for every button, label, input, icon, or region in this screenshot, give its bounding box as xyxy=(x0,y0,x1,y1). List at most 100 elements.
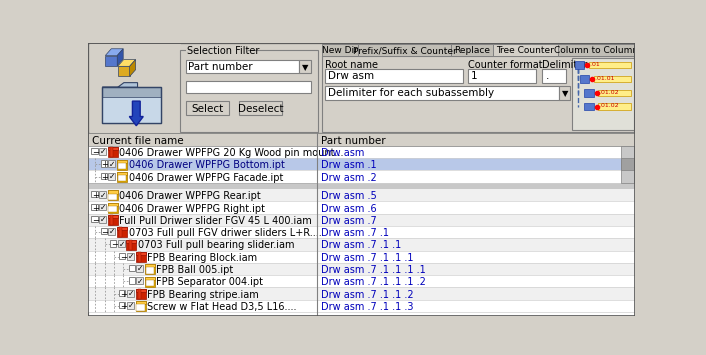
Bar xyxy=(88,158,635,170)
Bar xyxy=(136,278,143,284)
Text: ✓: ✓ xyxy=(109,172,116,181)
Bar xyxy=(323,44,358,56)
Bar xyxy=(621,158,634,170)
Text: FPB Ball 005.ipt: FPB Ball 005.ipt xyxy=(157,265,234,275)
Bar xyxy=(88,189,635,201)
Text: ✓: ✓ xyxy=(137,277,143,286)
Text: Drw asm .7 .1 .1 .1: Drw asm .7 .1 .1 .1 xyxy=(321,253,413,263)
Bar xyxy=(136,252,145,262)
Bar xyxy=(109,206,117,212)
Bar xyxy=(594,76,630,82)
Bar xyxy=(358,44,451,56)
Bar xyxy=(127,290,134,297)
Bar xyxy=(119,302,126,308)
Bar xyxy=(127,302,134,309)
Text: ✓: ✓ xyxy=(128,289,134,298)
Text: .01.02: .01.02 xyxy=(600,103,619,108)
Bar xyxy=(585,103,594,110)
Bar xyxy=(88,170,635,183)
Bar xyxy=(186,46,248,52)
Bar xyxy=(91,148,97,154)
Polygon shape xyxy=(118,60,136,66)
Bar xyxy=(598,89,630,96)
Text: ▼: ▼ xyxy=(562,89,568,98)
Text: Delimiter: Delimiter xyxy=(542,60,587,70)
Bar xyxy=(136,252,145,255)
Text: Drw asm .6: Drw asm .6 xyxy=(321,203,376,213)
Text: ✓: ✓ xyxy=(128,301,134,310)
Bar xyxy=(117,228,127,230)
Bar xyxy=(145,277,155,287)
Text: −: − xyxy=(102,228,109,237)
Bar xyxy=(589,62,630,68)
Bar xyxy=(91,203,97,210)
Bar xyxy=(127,253,134,260)
Bar xyxy=(107,203,118,213)
Bar xyxy=(186,81,311,93)
Text: −: − xyxy=(120,253,127,262)
Text: ✓: ✓ xyxy=(109,160,116,169)
Text: Drw asm .7 .1 .1 .1 .1: Drw asm .7 .1 .1 .1 .1 xyxy=(321,265,426,275)
Bar xyxy=(88,146,635,158)
Bar xyxy=(493,44,558,56)
Bar xyxy=(468,69,536,83)
Bar xyxy=(99,216,106,223)
Bar xyxy=(88,288,635,300)
Text: +: + xyxy=(92,203,99,213)
Bar xyxy=(117,160,127,170)
Bar xyxy=(88,183,635,189)
Bar xyxy=(99,191,106,198)
Bar xyxy=(107,147,118,157)
Polygon shape xyxy=(102,83,138,87)
Text: Part number: Part number xyxy=(321,136,385,146)
Bar xyxy=(91,191,97,197)
Bar xyxy=(101,160,107,166)
Text: +: + xyxy=(120,302,127,311)
Bar xyxy=(145,277,155,280)
Bar xyxy=(88,133,635,316)
Text: .01.01: .01.01 xyxy=(595,76,615,81)
Bar xyxy=(128,278,135,284)
Bar xyxy=(317,133,635,146)
Text: Root name: Root name xyxy=(325,60,378,70)
Bar xyxy=(119,228,122,237)
Bar xyxy=(138,252,141,262)
Text: ✓: ✓ xyxy=(137,264,143,273)
Text: +: + xyxy=(92,191,99,200)
Polygon shape xyxy=(105,49,124,55)
Text: Prefix/Suffix & Counter: Prefix/Suffix & Counter xyxy=(352,47,456,55)
Text: ✓: ✓ xyxy=(119,240,125,249)
Bar xyxy=(323,56,634,132)
Bar xyxy=(180,50,318,132)
Bar xyxy=(109,160,115,167)
Bar xyxy=(109,173,115,180)
Bar xyxy=(136,304,145,311)
Bar xyxy=(102,87,161,123)
Text: ✓: ✓ xyxy=(100,203,106,212)
Bar xyxy=(136,289,145,292)
Text: ✓: ✓ xyxy=(100,215,106,224)
Text: Counter format: Counter format xyxy=(468,60,543,70)
Bar xyxy=(110,147,113,157)
Text: ✓: ✓ xyxy=(109,228,116,236)
Bar xyxy=(559,86,570,100)
Text: Part number: Part number xyxy=(189,62,253,72)
Bar xyxy=(118,175,126,181)
Text: New Dir: New Dir xyxy=(322,47,358,55)
Text: .01: .01 xyxy=(590,62,600,67)
Bar xyxy=(107,190,118,201)
Text: Delimiter for each subassembly: Delimiter for each subassembly xyxy=(328,88,495,98)
Text: +: + xyxy=(102,160,108,169)
Bar xyxy=(117,172,127,182)
Bar xyxy=(90,44,180,132)
Bar xyxy=(598,103,630,110)
Text: +: + xyxy=(102,173,108,182)
Text: FPB Bearing Block.iam: FPB Bearing Block.iam xyxy=(147,253,257,263)
Bar xyxy=(325,86,559,100)
Polygon shape xyxy=(118,66,130,76)
Text: Column to Column: Column to Column xyxy=(554,47,638,55)
Polygon shape xyxy=(130,60,136,76)
Text: ✓: ✓ xyxy=(128,252,134,261)
Bar xyxy=(117,228,127,237)
Polygon shape xyxy=(117,49,124,66)
